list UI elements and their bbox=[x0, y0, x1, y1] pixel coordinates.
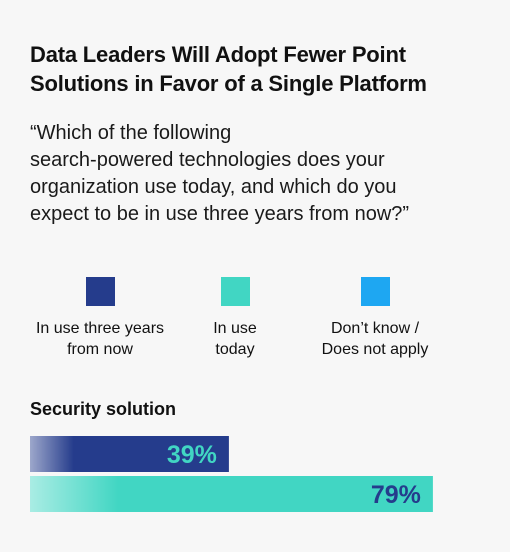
chart-title-line: Solutions in Favor of a Single Platform bbox=[30, 71, 427, 96]
legend-item-three-years: In use three years from now bbox=[20, 277, 180, 360]
chart-legend: In use three years from now In use today… bbox=[20, 277, 490, 367]
legend-label-line: In use three years bbox=[35, 320, 165, 337]
category-label: Security solution bbox=[30, 399, 177, 419]
survey-question-line: expect to be in use three years from now… bbox=[30, 203, 410, 225]
bar-texture bbox=[30, 436, 229, 472]
legend-swatch bbox=[360, 277, 390, 306]
bar-value-label: 39% bbox=[167, 441, 217, 469]
legend-label: Don’t know / Does not apply bbox=[300, 318, 450, 360]
chart-title: Data Leaders Will Adopt Fewer Point Solu… bbox=[30, 40, 500, 98]
chart-title-line: Data Leaders Will Adopt Fewer Point bbox=[30, 42, 406, 67]
legend-label-line: Don’t know / bbox=[330, 320, 420, 337]
survey-question-line: organization use today, and which do you bbox=[30, 176, 397, 198]
legend-label-line: Does not apply bbox=[321, 341, 429, 358]
legend-swatch bbox=[220, 277, 250, 306]
survey-question-line: “Which of the following bbox=[30, 122, 232, 144]
legend-label-line: from now bbox=[67, 341, 133, 358]
legend-label: In use three years from now bbox=[20, 318, 180, 360]
bar-value-label: 79% bbox=[371, 481, 421, 509]
legend-label-line: In use bbox=[213, 320, 257, 337]
legend-item-dont-know: Don’t know / Does not apply bbox=[300, 277, 450, 360]
legend-label-line: today bbox=[215, 341, 255, 358]
survey-question-line: search-powered technologies does your bbox=[30, 149, 385, 171]
survey-question: “Which of the following search-powered t… bbox=[30, 120, 500, 228]
legend-label: In use today bbox=[190, 318, 280, 360]
legend-swatch bbox=[85, 277, 115, 306]
bar-texture bbox=[30, 476, 433, 512]
legend-item-today: In use today bbox=[190, 277, 280, 360]
